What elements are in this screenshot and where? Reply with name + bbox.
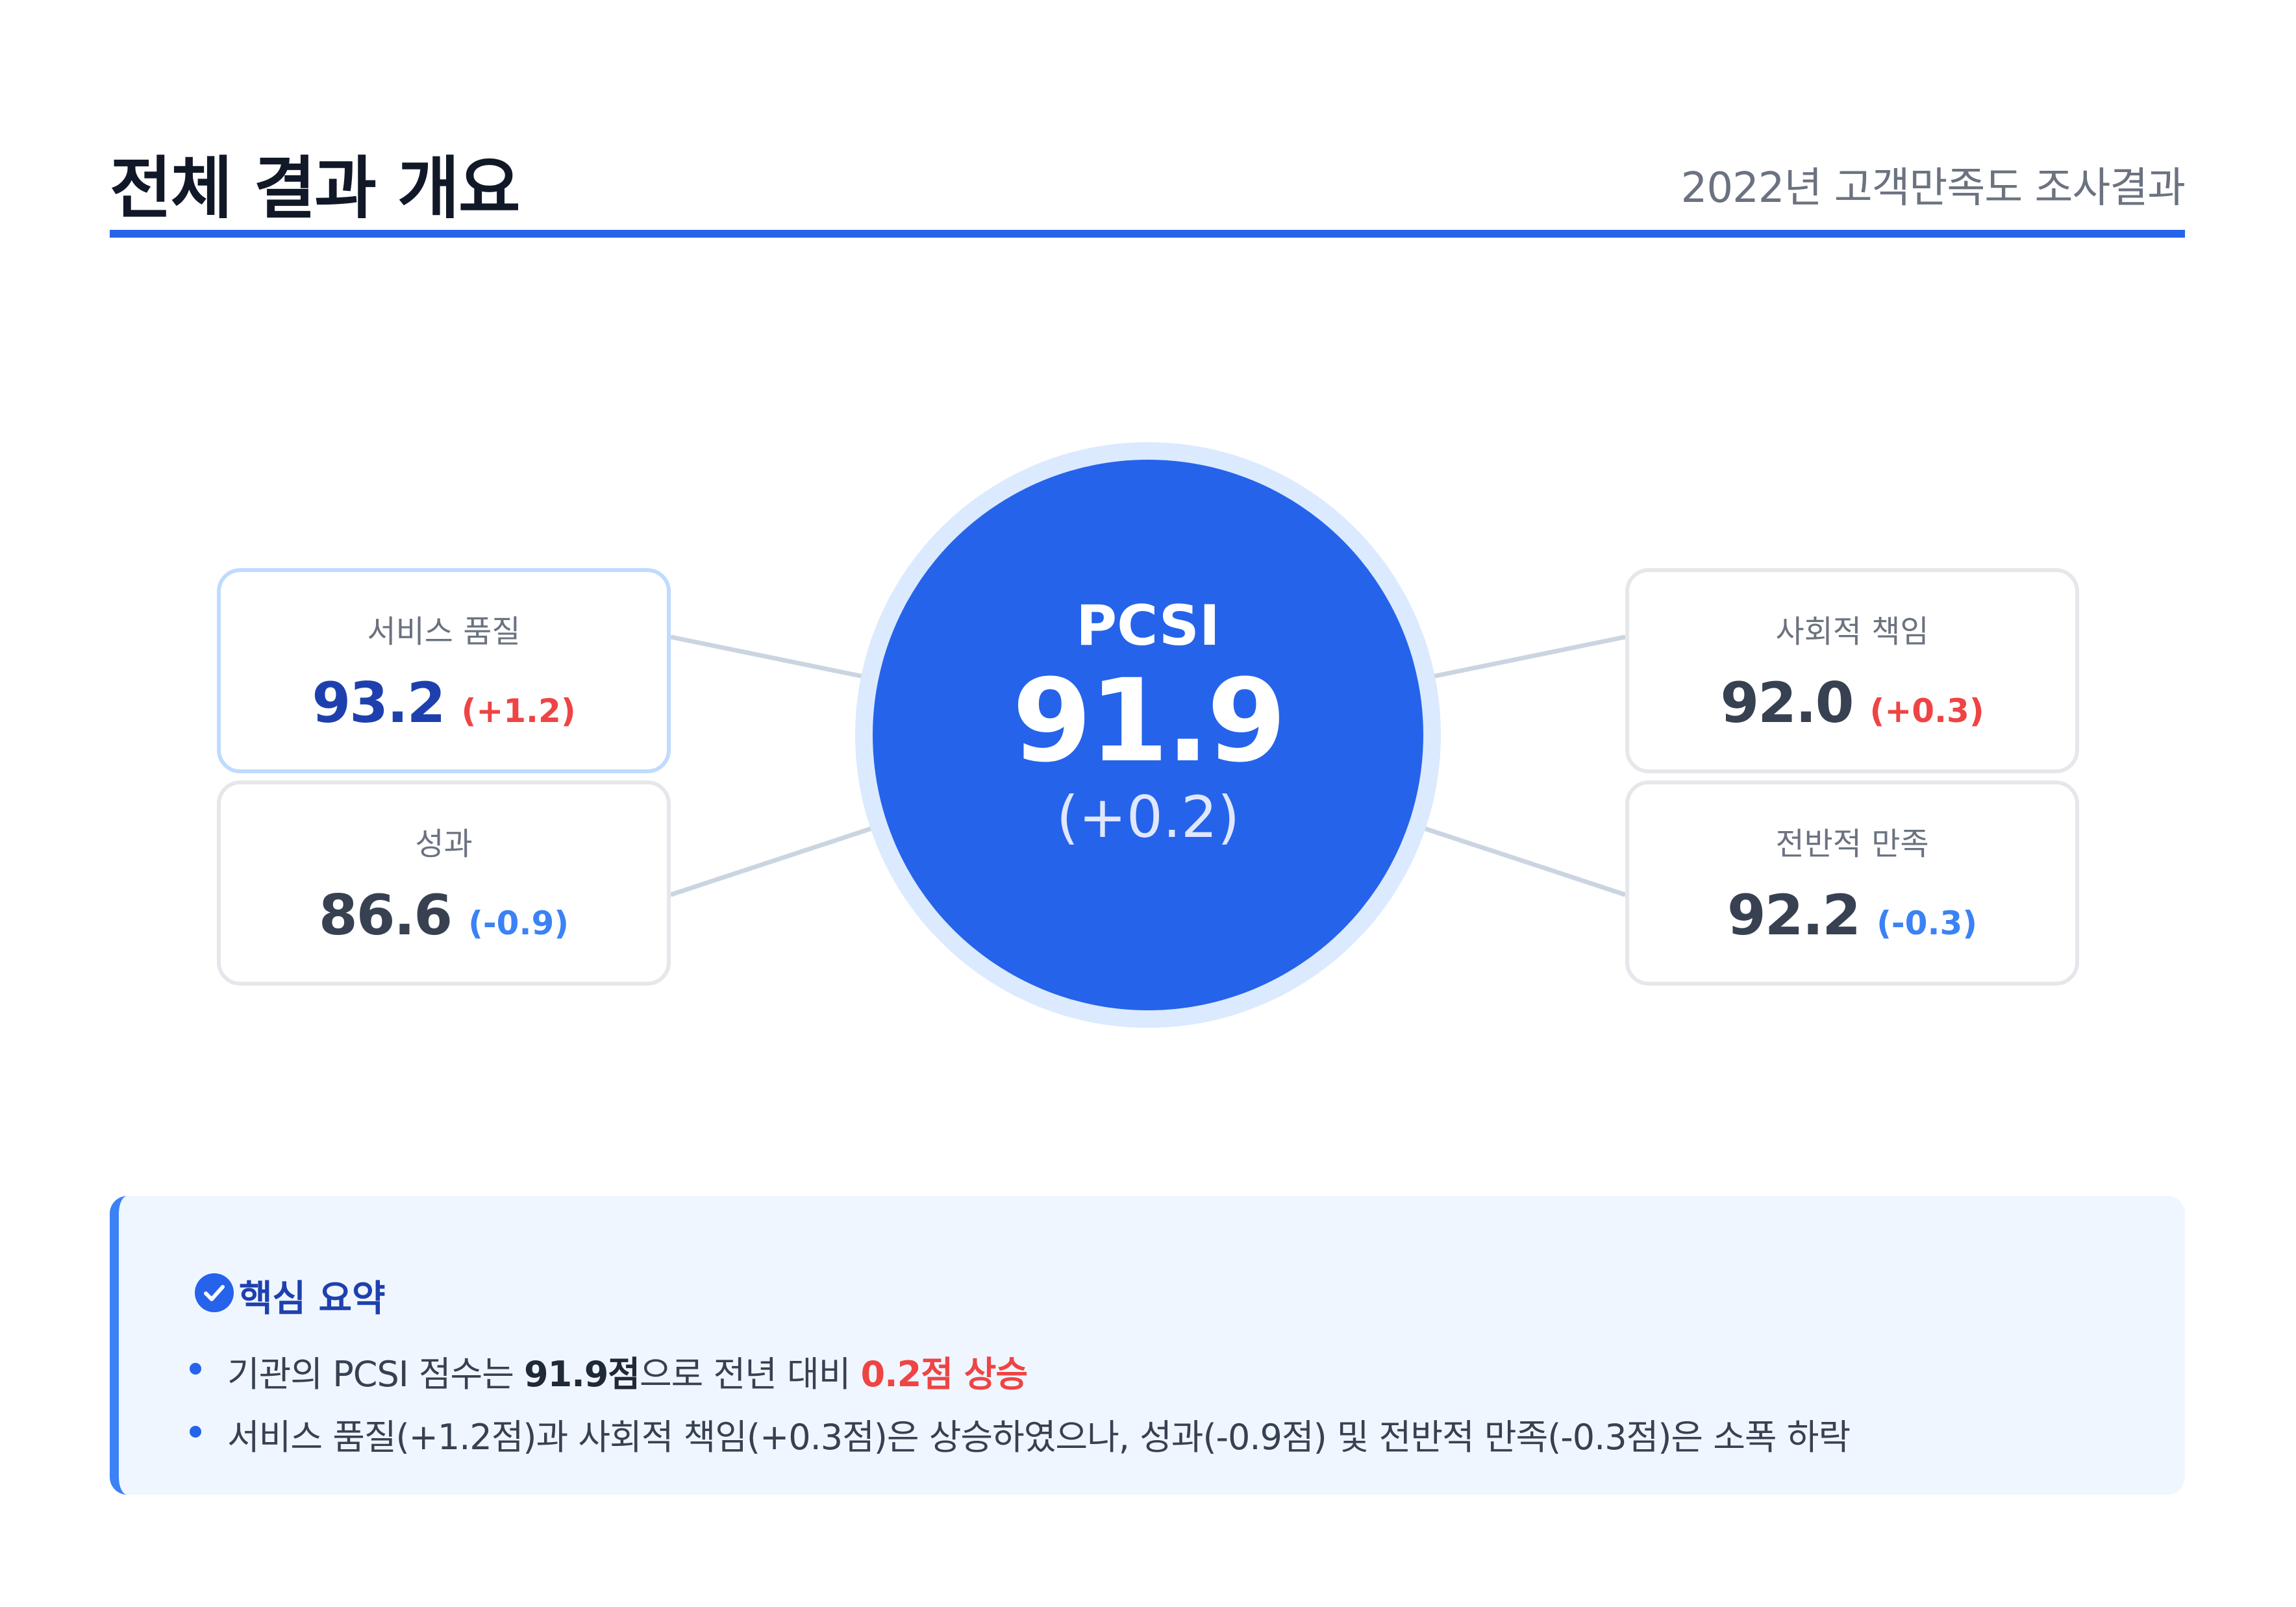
metric-card-service-quality: 서비스 품질 93.2 (+1.2) [217, 568, 671, 773]
bullet-text: 기관의 PCSI 점수는 [227, 1354, 525, 1395]
metric-label: 서비스 품질 [367, 614, 521, 650]
connector-line [1432, 634, 1626, 679]
metric-value: 92.0 [1720, 671, 1854, 736]
metric-value: 93.2 [312, 671, 445, 736]
bullet-highlight-increase: 0.2점 상승 [860, 1354, 1028, 1395]
summary-bullet-1: 기관의 PCSI 점수는 91.9점으로 전년 대비 0.2점 상승 [227, 1345, 1028, 1397]
title-divider [110, 230, 2185, 238]
pcsi-circle: PCSI 91.9 (+0.2) [873, 460, 1423, 1010]
bullet-bold-score: 91.9점 [524, 1354, 640, 1395]
metric-value: 86.6 [318, 883, 453, 948]
metric-delta: (-0.3) [1877, 904, 1978, 942]
metric-delta: (+0.3) [1869, 692, 1984, 730]
summary-bullet-2: 서비스 품질(+1.2점)과 사회적 책임(+0.3점)은 상승하였으나, 성과… [227, 1417, 1851, 1458]
page-title: 전체 결과 개요 [110, 149, 520, 228]
summary-box [110, 1196, 2185, 1495]
check-circle-icon [195, 1273, 234, 1312]
metric-card-overall-satisfaction: 전반적 만족 92.2 (-0.3) [1625, 780, 2079, 986]
metric-label: 성과 [415, 826, 473, 862]
pcsi-label: PCSI [1076, 593, 1220, 658]
metric-label: 사회적 책임 [1775, 614, 1929, 650]
metric-value: 92.2 [1727, 883, 1861, 948]
summary-heading: 핵심 요약 [239, 1278, 386, 1320]
connector-line [1423, 826, 1627, 897]
pcsi-value: 91.9 [1012, 654, 1286, 788]
pcsi-delta: (+0.2) [1056, 784, 1240, 851]
metric-card-social-responsibility: 사회적 책임 92.0 (+0.3) [1625, 568, 2079, 773]
bullet-dot [190, 1426, 201, 1438]
bullet-text: 으로 전년 대비 [639, 1354, 861, 1395]
metric-card-performance: 성과 86.6 (-0.9) [217, 780, 671, 986]
connector-line [670, 634, 864, 679]
metric-label: 전반적 만족 [1775, 826, 1929, 862]
metric-delta: (+1.2) [461, 692, 576, 730]
metric-delta: (-0.9) [468, 904, 569, 942]
bullet-dot [190, 1363, 201, 1375]
connector-line [669, 826, 873, 897]
page-subtitle: 2022년 고객만족도 조사결과 [1680, 164, 2186, 212]
